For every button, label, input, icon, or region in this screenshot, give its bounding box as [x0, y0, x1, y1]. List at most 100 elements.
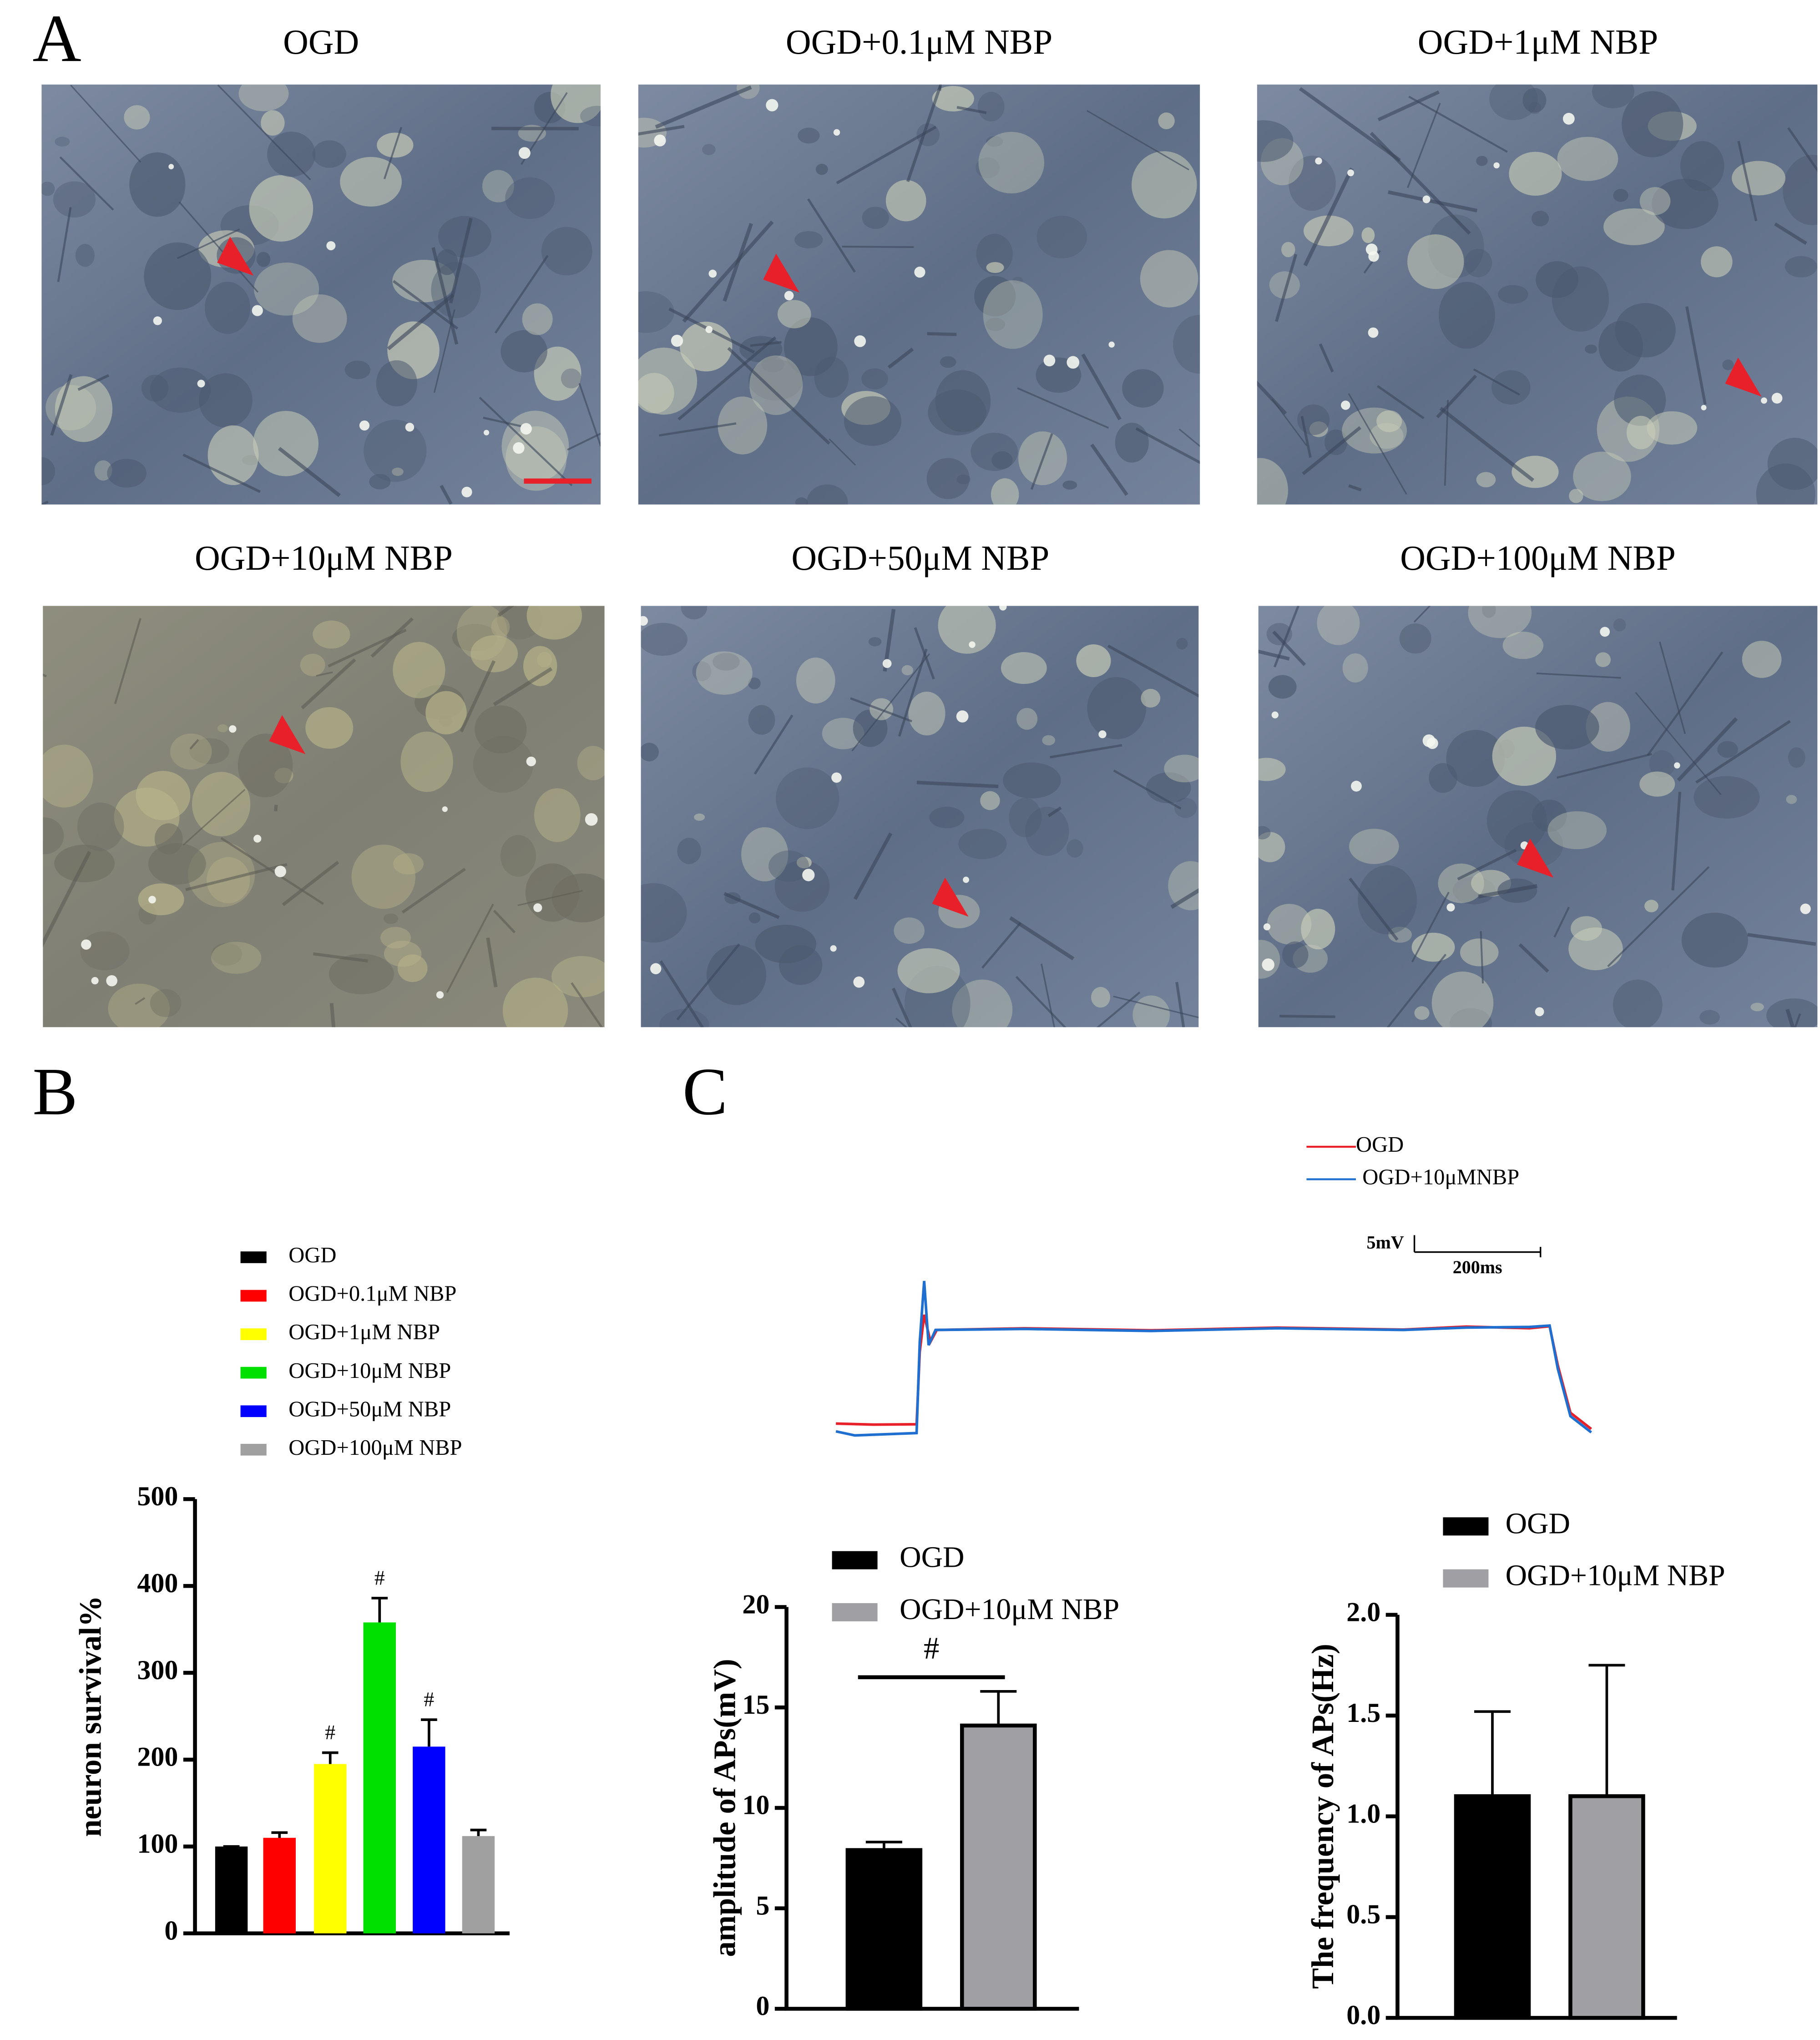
cell	[1509, 152, 1562, 196]
cell	[141, 375, 169, 402]
cell	[1076, 644, 1111, 678]
cell	[1568, 927, 1623, 971]
vesicle	[802, 869, 815, 881]
error-bar	[470, 1828, 487, 1836]
cell	[211, 942, 262, 974]
cell	[1258, 832, 1285, 862]
cell	[129, 152, 186, 217]
neurite	[1047, 806, 1062, 817]
cell	[659, 1009, 709, 1028]
vesicle	[274, 866, 286, 877]
cell	[192, 772, 251, 836]
cell	[207, 425, 259, 485]
cell	[1701, 246, 1733, 278]
neurite	[659, 960, 704, 1028]
neurite	[479, 396, 573, 486]
cell	[1586, 702, 1630, 752]
vesicle	[1043, 354, 1056, 367]
cell	[976, 157, 1000, 178]
cell	[1756, 463, 1815, 505]
arrowhead	[1517, 838, 1554, 878]
neurite	[892, 987, 912, 1028]
cell	[473, 736, 534, 793]
error-bar	[1474, 1710, 1511, 1797]
cell	[1613, 979, 1663, 1028]
cell	[638, 347, 698, 415]
cell	[267, 132, 316, 177]
cell	[1001, 652, 1047, 684]
cell	[256, 252, 271, 267]
legend-label: OGD	[1356, 1132, 1404, 1157]
cell	[1267, 904, 1312, 945]
cell	[694, 813, 705, 821]
cell	[138, 883, 184, 916]
cell	[1012, 277, 1023, 284]
cell	[1016, 708, 1038, 730]
panel-label: A	[32, 1, 81, 76]
cell	[1468, 606, 1532, 638]
cell	[425, 691, 467, 734]
neurite	[486, 937, 498, 987]
legend-label: OGD+100μM NBP	[288, 1435, 462, 1460]
y-tick-label: 2.0	[1346, 1597, 1380, 1627]
neurite	[220, 837, 324, 905]
cell	[1750, 1002, 1764, 1012]
neurite	[1348, 393, 1407, 495]
neurite	[328, 628, 407, 668]
cell	[713, 653, 740, 671]
neurite	[1436, 375, 1477, 419]
vesicle	[1422, 195, 1431, 203]
y-tick-label: 10	[742, 1790, 769, 1820]
cell	[1476, 472, 1496, 487]
cell	[400, 731, 453, 792]
micrograph-texture	[43, 606, 605, 1028]
cell	[1342, 653, 1368, 683]
neurite	[1303, 167, 1354, 267]
cell	[1258, 826, 1271, 840]
neurite	[753, 714, 794, 775]
neurite	[189, 739, 199, 750]
arrowhead	[763, 253, 800, 293]
neurite	[1170, 888, 1199, 909]
cell	[1491, 370, 1531, 405]
cell	[1115, 422, 1149, 463]
cell	[1464, 248, 1492, 278]
cell	[1742, 641, 1782, 678]
arrowhead	[932, 877, 969, 917]
cell	[397, 954, 428, 982]
cell	[340, 157, 402, 207]
micrograph-title: OGD+1μM NBP	[1418, 22, 1658, 61]
cell	[1429, 763, 1457, 793]
cell	[170, 733, 212, 770]
cell	[1003, 762, 1061, 799]
cell	[1446, 730, 1505, 787]
y-tick-label: 300	[137, 1655, 178, 1685]
cell	[641, 623, 688, 656]
scalebar-y-label: 5mV	[1366, 1232, 1404, 1253]
neurite	[1135, 427, 1200, 464]
neurite	[1319, 343, 1334, 373]
cell	[1694, 776, 1760, 819]
cell	[107, 459, 147, 488]
vesicle	[1067, 356, 1080, 369]
vesicle	[1315, 157, 1322, 165]
neurite	[850, 697, 912, 723]
cell	[928, 390, 986, 435]
neurite	[1096, 992, 1141, 1028]
cell	[862, 207, 889, 229]
cell	[1592, 84, 1634, 108]
neurite	[1408, 96, 1508, 153]
cell	[932, 86, 974, 111]
neurite	[895, 1017, 908, 1028]
cell	[189, 738, 230, 764]
cell	[383, 913, 399, 924]
cell	[1584, 344, 1598, 354]
cell	[861, 368, 888, 390]
cell	[1732, 161, 1786, 196]
cell	[522, 303, 553, 335]
cell	[1613, 618, 1626, 632]
cell	[641, 743, 659, 762]
cell	[1399, 623, 1431, 654]
